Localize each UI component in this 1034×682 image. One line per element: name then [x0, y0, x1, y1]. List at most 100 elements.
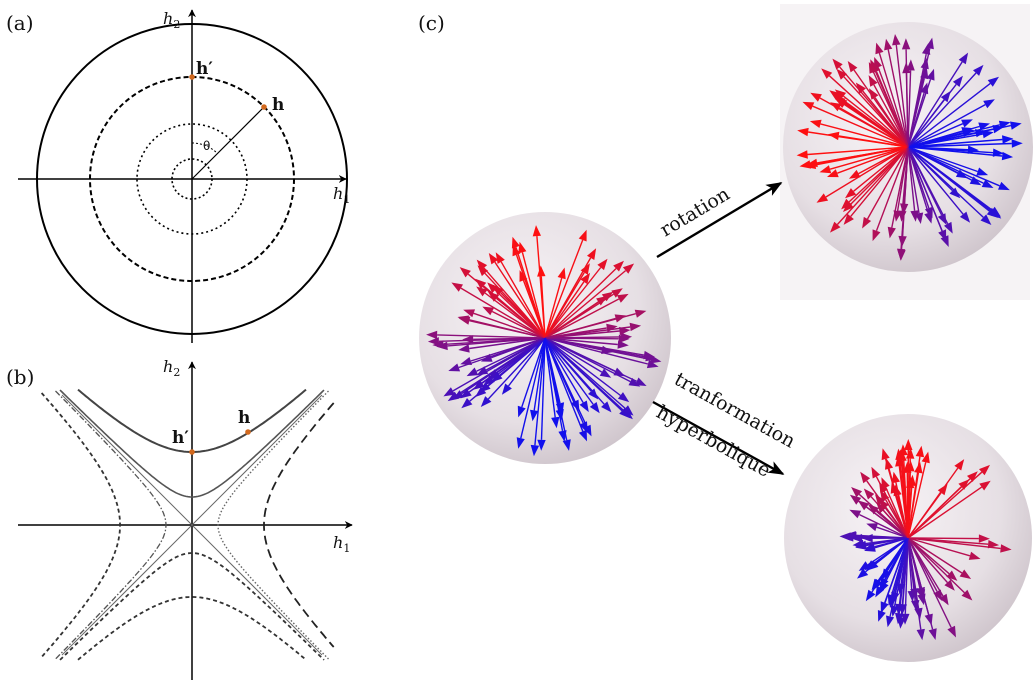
vector-arrow-head: [901, 613, 910, 625]
vector-arrow-head: [622, 263, 635, 274]
vector-arrow-shaft: [544, 281, 585, 339]
vector-arrow-shaft: [907, 492, 942, 539]
vector-arrow-head: [867, 504, 879, 515]
vector-arrow-shaft: [483, 267, 546, 339]
vector-arrow-head: [579, 400, 589, 413]
vector-arrow-head: [834, 89, 847, 100]
vector-arrow-shaft: [544, 270, 627, 339]
vector-arrow-head: [858, 561, 871, 571]
vector-arrow-head: [903, 461, 912, 473]
vector-arrow-shaft: [828, 75, 909, 148]
vector-arrow-shaft: [544, 337, 584, 424]
vector-arrow-head: [906, 447, 915, 459]
vector-arrow-head: [597, 258, 608, 271]
point-h: [245, 429, 251, 435]
vector-arrow-head: [895, 603, 904, 615]
panel-a-label: (a): [6, 11, 34, 35]
point-h-label: h: [272, 95, 284, 115]
vector-arrow-shaft: [907, 138, 1003, 148]
vector-arrow-shaft: [825, 146, 909, 198]
vector-arrow-shaft: [859, 513, 909, 539]
vector-arrow-shaft: [907, 83, 957, 148]
vector-arrow-head: [849, 494, 862, 505]
vector-arrow-shaft: [907, 61, 963, 148]
vector-arrow-shaft: [875, 146, 909, 232]
vector-arrow-shaft: [884, 537, 909, 603]
vector-arrow-shaft: [878, 52, 909, 148]
vector-arrow-shaft: [544, 277, 563, 339]
vector-arrow-head: [915, 445, 925, 458]
vector-arrow-shaft: [907, 146, 946, 238]
vector-arrow-head: [580, 263, 590, 275]
vector-arrow-shaft: [470, 337, 546, 362]
vector-arrow-shaft: [437, 334, 546, 339]
vector-arrow-head: [827, 169, 839, 178]
vector-arrow-shaft: [544, 239, 584, 339]
vector-arrow-head: [848, 169, 861, 179]
vector-arrow-head: [920, 82, 929, 95]
vector-arrow-shaft: [907, 456, 921, 539]
vector-arrow-head: [855, 541, 867, 550]
vector-arrow-shaft: [907, 146, 984, 184]
vector-arrow-head: [649, 355, 662, 364]
vector-arrow-head: [872, 229, 881, 242]
vector-arrow-shaft: [476, 337, 546, 372]
vector-arrow-head: [589, 402, 600, 414]
vector-arrow-head: [501, 383, 512, 395]
vector-arrow-shaft: [865, 537, 909, 547]
vector-arrow-shaft: [907, 537, 952, 628]
vector-arrow-shaft: [907, 123, 964, 148]
hyperbola-left-inner: [55, 390, 167, 660]
vector-arrow-shaft: [907, 146, 1000, 187]
vector-arrow-head: [973, 64, 984, 76]
vector-arrow-shaft: [907, 146, 964, 215]
vector-arrow-shaft: [862, 90, 909, 148]
vector-arrow-head: [884, 38, 893, 51]
vector-arrow-shaft: [438, 337, 546, 342]
vector-arrow-shaft: [544, 337, 605, 405]
dotted-circle-small: [171, 158, 213, 200]
panel-c: (c) rotation tranformation hyperbolique: [418, 4, 1033, 662]
vector-arrow-head: [843, 201, 854, 212]
vector-arrow-shaft: [515, 246, 546, 339]
vector-arrow-head: [557, 267, 566, 280]
vector-arrow-shaft: [544, 337, 618, 346]
vector-arrow-shaft: [544, 337, 626, 409]
vector-arrow-head: [516, 437, 525, 449]
vector-arrow-shaft: [544, 337, 603, 351]
vector-arrow-shaft: [496, 297, 546, 339]
vector-arrow-head: [886, 615, 895, 628]
vector-arrow-shaft: [866, 506, 909, 539]
vector-arrow-head: [530, 444, 540, 457]
vector-arrow-shaft: [468, 318, 546, 339]
vector-arrow-head: [447, 391, 460, 402]
vector-arrow-shaft: [544, 337, 637, 382]
vector-arrow-head: [947, 625, 956, 638]
vector-arrow-head: [845, 188, 857, 199]
vector-arrow-head: [1011, 139, 1023, 148]
vector-arrow-head: [958, 52, 969, 65]
vector-arrow-head: [921, 451, 930, 464]
vector-arrow-head: [613, 260, 624, 272]
vector-arrow-shaft: [907, 478, 971, 539]
vector-arrow-head: [949, 187, 961, 199]
vector-arrow-head: [928, 628, 937, 640]
vector-arrow-shaft: [536, 236, 546, 339]
y-axis-label: h2: [163, 357, 180, 379]
vector-arrow-shaft: [894, 492, 909, 539]
vector-arrow-head: [617, 392, 630, 403]
vector-arrow-head: [458, 344, 470, 353]
vector-arrow-head: [916, 628, 925, 641]
vector-arrow-head: [634, 377, 647, 386]
outer-circle: [36, 23, 348, 335]
x-axis-label: h1: [333, 184, 350, 206]
vector-arrow-head: [487, 291, 500, 302]
vector-arrow-head: [868, 75, 878, 87]
x-axis-label: h1: [333, 533, 350, 555]
vector-arrow-head: [796, 150, 808, 159]
rotation-arrow: [656, 181, 783, 259]
vector-arrow-head: [979, 480, 991, 491]
vector-arrow-head: [980, 214, 992, 225]
vector-arrow-shaft: [544, 293, 614, 339]
